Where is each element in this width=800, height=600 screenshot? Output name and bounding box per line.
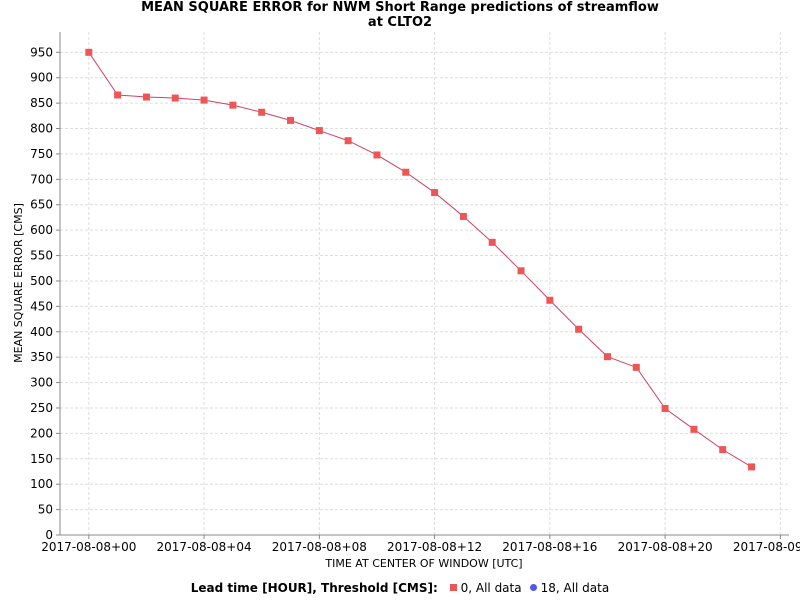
data-point (114, 91, 122, 99)
legend-label: 18, All data (540, 581, 610, 595)
data-point (373, 151, 381, 159)
y-tick-label: 450 (30, 299, 53, 313)
data-point (632, 363, 640, 371)
y-tick-label: 700 (30, 172, 53, 186)
data-point (748, 463, 756, 471)
y-tick-label: 650 (30, 198, 53, 212)
grid-lines (60, 32, 789, 535)
legend: Lead time [HOUR], Threshold [CMS]: 0, Al… (0, 580, 800, 596)
data-point (488, 238, 496, 246)
x-tick-label: 2017-08-08+12 (387, 540, 482, 554)
data-point (546, 296, 554, 304)
chart-title-line-2: at CLTO2 (367, 15, 433, 30)
y-tick-label: 100 (30, 477, 53, 491)
chart-title: MEAN SQUARE ERROR for NWM Short Range pr… (0, 0, 800, 30)
y-tick-label: 0 (45, 528, 53, 542)
x-tick-label: 2017-08-08+00 (41, 540, 136, 554)
plot-background (60, 32, 789, 535)
data-point (603, 353, 611, 361)
data-point (661, 404, 669, 412)
data-point (229, 101, 237, 109)
data-point (719, 446, 727, 454)
data-point (200, 96, 208, 104)
y-tick-label: 500 (30, 274, 53, 288)
data-point (459, 212, 467, 220)
y-tick-label: 50 (38, 503, 53, 517)
x-tick-labels: +202017-08-08+002017-08-08+042017-08-08+… (41, 535, 800, 554)
series-line (88, 52, 752, 468)
y-tick-label: 600 (30, 223, 53, 237)
legend-title: Lead time [HOUR], Threshold [CMS]: (190, 581, 438, 595)
y-tick-label: 250 (30, 401, 53, 415)
y-tick-label: 850 (30, 96, 53, 110)
y-tick-labels: 0 50 100 150 200 250 300 350 400 450 500 550 600 650 7… (30, 45, 60, 542)
data-point (142, 93, 150, 101)
x-tick-label: 2017-08-09+00 (733, 540, 800, 554)
data-point (575, 325, 583, 333)
data-point (258, 108, 266, 116)
y-tick-label: 300 (30, 376, 53, 390)
y-tick-label: 800 (30, 122, 53, 136)
data-point (402, 168, 410, 176)
data-point (344, 137, 352, 145)
data-point (287, 116, 295, 124)
y-tick-label: 150 (30, 452, 53, 466)
x-tick-label: 2017-08-08+08 (272, 540, 367, 554)
legend-marker (529, 584, 537, 591)
y-tick-label: 950 (30, 45, 53, 59)
y-axis-title: MEAN SQUARE ERROR [CMS] (12, 203, 25, 363)
y-tick-label: 350 (30, 350, 53, 364)
y-tick-label: 200 (30, 426, 53, 440)
data-point (690, 425, 698, 433)
y-tick-label: 900 (30, 71, 53, 85)
data-point (517, 267, 525, 275)
data-point (85, 48, 93, 56)
x-tick-label: 2017-08-08+16 (502, 540, 597, 554)
data-point (171, 94, 179, 102)
legend-items: 0, All data 18, All data (442, 581, 610, 595)
legend-marker (449, 584, 457, 591)
x-tick-label: 2017-08-08+04 (157, 540, 252, 554)
y-tick-label: 550 (30, 249, 53, 263)
y-tick-label: 750 (30, 147, 53, 161)
series (85, 48, 756, 471)
data-point (431, 189, 439, 197)
chart-title-line-1: MEAN SQUARE ERROR for NWM Short Range pr… (141, 0, 659, 15)
y-tick-label: 400 (30, 325, 53, 339)
x-axis-title: TIME AT CENTER OF WINDOW [UTC] (324, 557, 522, 570)
data-point (315, 127, 323, 135)
x-tick-label: 2017-08-08+20 (618, 540, 713, 554)
legend-label: 0, All data (460, 581, 522, 595)
axes (59, 32, 789, 536)
